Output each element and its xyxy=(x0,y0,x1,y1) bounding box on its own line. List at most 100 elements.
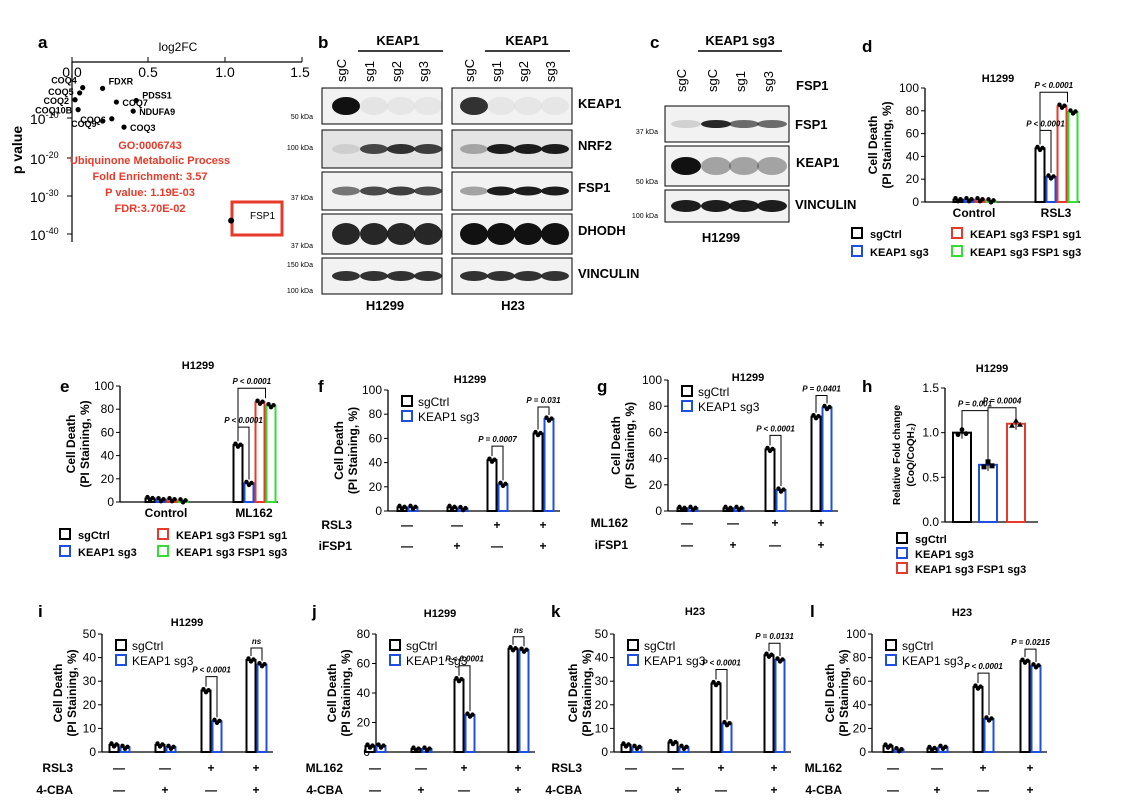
gene-dot xyxy=(72,97,78,103)
bar xyxy=(972,686,984,753)
replicate-dot xyxy=(727,720,732,726)
replicate-dot xyxy=(1068,108,1073,113)
band xyxy=(332,271,360,281)
treatment-mark: + xyxy=(817,538,824,552)
replicate-dot xyxy=(266,402,271,407)
panel-c-lane-labels: sgC sgC sg1 sg3 xyxy=(674,69,776,92)
replicate-dot xyxy=(980,197,985,202)
bar xyxy=(1006,422,1026,524)
legend-label: sgCtrl xyxy=(698,385,729,399)
c-blot-vinculin xyxy=(664,189,790,223)
gene-coq6: COQ6 xyxy=(80,115,115,125)
y-tick-label: 100 xyxy=(362,383,382,397)
replicate-dot xyxy=(981,464,987,470)
band xyxy=(387,271,415,281)
legend-swatch xyxy=(885,639,897,651)
p-value-label: P < 0.0001 xyxy=(1026,119,1065,128)
replicate-dot xyxy=(932,745,937,751)
replicate-dot xyxy=(201,686,206,692)
replicate-dot xyxy=(888,743,893,748)
chart-title: H1299 xyxy=(454,374,486,386)
panel-l-chart: 0 20 40 60 80 100 H23 Cell Death(PI Staining, %… xyxy=(805,607,1051,797)
y-tick-label: 1.0 xyxy=(922,426,939,440)
panel-letter-j: j xyxy=(311,602,317,621)
c-blot-fsp1 xyxy=(664,105,790,143)
c-row-keap1: KEAP1 xyxy=(796,155,839,170)
treatment-mark: + xyxy=(417,783,424,797)
band xyxy=(729,157,759,175)
treatment-mark: + xyxy=(770,783,777,797)
replicate-dot xyxy=(955,432,961,438)
y-tick-label: 100 xyxy=(94,379,114,393)
y-tick-label: 50 xyxy=(83,627,97,641)
replicate-dot xyxy=(255,398,260,403)
y-tick-label: 1.5 xyxy=(922,381,939,395)
bar xyxy=(200,689,212,754)
y-tick-label: 20 xyxy=(357,716,371,730)
band xyxy=(757,120,787,128)
gene-coq9: COQ9 xyxy=(71,118,106,129)
replicate-dot xyxy=(416,746,421,751)
treatment-mark: + xyxy=(817,516,824,530)
legend-e-keap1: KEAP1 sg3 xyxy=(78,547,137,559)
p-value-label: P < 0.0001 xyxy=(192,666,231,675)
treatment-mark: + xyxy=(674,783,681,797)
replicate-dot xyxy=(1013,417,1019,423)
treatment-mark: — xyxy=(625,761,637,775)
treatment-mark: + xyxy=(514,783,521,797)
y-tick-label: 0 xyxy=(107,495,114,509)
bar xyxy=(810,415,822,512)
treatment-mark: — xyxy=(681,516,693,530)
band xyxy=(514,97,542,115)
c-cell-line: H1299 xyxy=(702,230,740,245)
row-keap1: KEAP1 xyxy=(578,96,621,111)
band xyxy=(487,97,515,115)
treatment-mark: — xyxy=(672,761,684,775)
treatment-mark: + xyxy=(207,761,214,775)
band xyxy=(514,144,542,154)
replicate-dot xyxy=(883,742,888,747)
lane-h1299-3: sg3 xyxy=(416,61,431,82)
bars xyxy=(364,645,530,753)
row-nrf2: NRF2 xyxy=(578,138,612,153)
band xyxy=(487,186,515,196)
legend-h-sgctrl-swatch xyxy=(896,532,908,544)
band xyxy=(460,97,488,115)
replicate-dot xyxy=(989,463,995,469)
gene-label: COQ9 xyxy=(71,119,97,129)
legend-h: sgCtrl KEAP1 sg3 KEAP1 sg3 FSP1 sg3 xyxy=(896,532,1026,576)
panel-b-row-labels: KEAP1 NRF2 FSP1 DHODH VINCULIN xyxy=(578,96,639,281)
replicate-dot xyxy=(422,745,427,750)
replicate-dot xyxy=(524,647,529,652)
replicate-dot xyxy=(621,741,626,746)
fsp1-point-label: FSP1 xyxy=(250,211,275,222)
legend-swatch xyxy=(681,385,693,397)
band xyxy=(541,271,569,281)
legend-d-sgctrl: sgCtrl xyxy=(870,229,902,241)
chart-title: H1299 xyxy=(976,363,1008,375)
panel-a: log2FC 0.0 0.5 1.0 1.5 10-10 10-20 10-30… xyxy=(9,40,310,243)
bar xyxy=(256,663,268,753)
y-tick-label: 20 xyxy=(83,698,97,712)
significance-annotations: P < 0.0001 P = 0.0215 xyxy=(964,638,1050,715)
panel-a-yticks: 10-10 10-20 10-30 10-40 xyxy=(30,110,72,243)
y-tick-label: 40 xyxy=(357,686,371,700)
treatment-label: 4-CBA xyxy=(545,783,582,797)
y-axis-label: Relative Fold change (CoQ/CoQH₂) xyxy=(892,405,917,505)
y-tick-label: 30 xyxy=(83,674,97,688)
replicate-dot xyxy=(408,503,413,509)
bar xyxy=(453,678,465,753)
legend-e-sgctrl: sgCtrl xyxy=(78,530,110,542)
treatment-mark: + xyxy=(979,761,986,775)
bar xyxy=(1067,110,1079,203)
legend-e-keap1-swatch xyxy=(59,545,71,557)
replicate-dot xyxy=(775,656,780,661)
blot-keap1-h23 xyxy=(451,87,573,125)
p-value-label: P = 0.0401 xyxy=(802,385,841,394)
p-value-label: P = 0.0131 xyxy=(755,632,794,641)
panel-a-xtick-0: 0.0 xyxy=(62,64,82,80)
marker-37a: 37 kDa xyxy=(291,195,313,202)
y-tick-label: 30 xyxy=(595,674,609,688)
